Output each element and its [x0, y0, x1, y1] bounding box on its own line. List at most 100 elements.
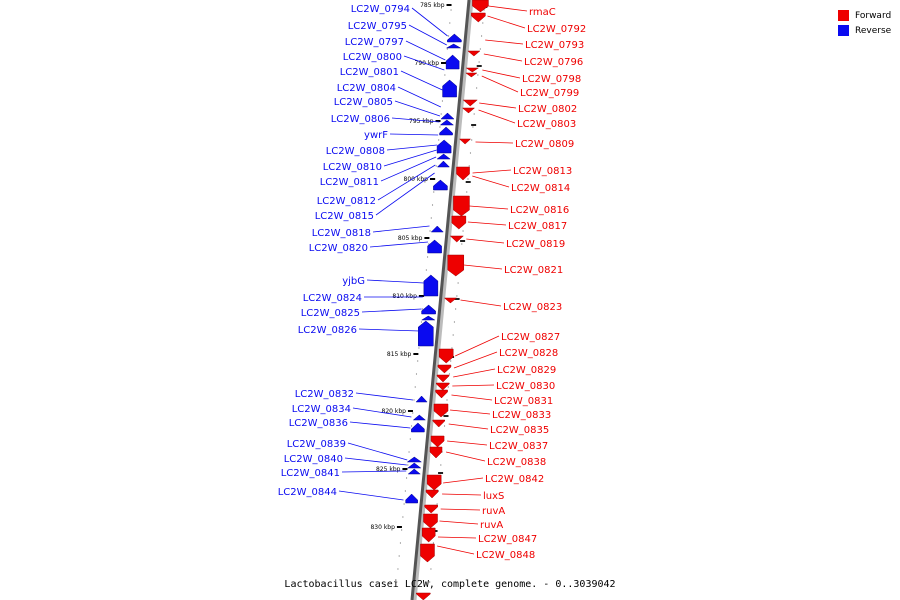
reverse-gene[interactable] [407, 462, 422, 469]
forward-gene-label[interactable]: LC2W_0817 [508, 221, 567, 232]
forward-gene[interactable] [436, 382, 450, 391]
forward-gene-label[interactable]: LC2W_0835 [490, 425, 549, 436]
reverse-gene-label[interactable]: LC2W_0800 [343, 52, 402, 63]
reverse-gene-label[interactable]: LC2W_0832 [295, 389, 354, 400]
forward-gene[interactable] [451, 215, 467, 230]
reverse-gene-label[interactable]: LC2W_0808 [326, 146, 385, 157]
forward-gene[interactable] [465, 67, 480, 73]
forward-gene-label[interactable]: LC2W_0829 [497, 365, 556, 376]
reverse-gene-label[interactable]: LC2W_0797 [345, 37, 404, 48]
forward-gene-label[interactable]: LC2W_0814 [511, 183, 570, 194]
forward-gene-label[interactable]: LC2W_0809 [515, 139, 574, 150]
reverse-gene[interactable] [445, 43, 462, 49]
forward-gene-label[interactable]: LC2W_0803 [517, 119, 576, 130]
forward-gene[interactable] [416, 592, 431, 600]
reverse-gene[interactable] [427, 239, 442, 254]
forward-gene-label[interactable]: luxS [483, 491, 504, 502]
forward-gene[interactable] [421, 527, 436, 543]
reverse-gene[interactable] [436, 139, 452, 154]
forward-gene[interactable] [458, 138, 472, 145]
reverse-gene-label[interactable]: LC2W_0820 [309, 243, 368, 254]
reverse-gene[interactable] [420, 315, 436, 321]
forward-gene[interactable] [432, 419, 446, 428]
reverse-gene-label[interactable]: LC2W_0795 [348, 21, 407, 32]
reverse-gene-label[interactable]: LC2W_0826 [298, 325, 357, 336]
reverse-gene-label[interactable]: LC2W_0794 [351, 4, 410, 15]
forward-gene-label[interactable]: LC2W_0799 [520, 88, 579, 99]
forward-gene[interactable] [449, 235, 464, 243]
forward-gene[interactable] [472, 0, 489, 13]
forward-gene[interactable] [429, 446, 443, 459]
forward-gene-label[interactable]: ruvA [480, 520, 503, 531]
forward-gene[interactable] [471, 12, 486, 23]
forward-gene-label[interactable]: LC2W_0821 [504, 265, 563, 276]
reverse-gene[interactable] [436, 160, 451, 168]
reverse-gene-label[interactable]: LC2W_0834 [292, 404, 351, 415]
forward-gene[interactable] [423, 513, 438, 529]
reverse-gene-label[interactable]: LC2W_0810 [323, 162, 382, 173]
forward-gene-label[interactable]: LC2W_0828 [499, 348, 558, 359]
forward-gene[interactable] [461, 107, 476, 114]
forward-gene[interactable] [465, 72, 478, 78]
reverse-gene-label[interactable]: LC2W_0841 [281, 468, 340, 479]
reverse-gene[interactable] [440, 112, 455, 120]
forward-gene-label[interactable]: LC2W_0813 [513, 166, 572, 177]
reverse-gene-label[interactable]: ywrF [364, 130, 388, 141]
reverse-gene-label[interactable]: LC2W_0818 [312, 228, 371, 239]
reverse-gene-label[interactable]: LC2W_0839 [287, 439, 346, 450]
reverse-gene-label[interactable]: LC2W_0805 [334, 97, 393, 108]
reverse-gene-label[interactable]: LC2W_0840 [284, 454, 343, 465]
reverse-gene-label[interactable]: LC2W_0825 [301, 308, 360, 319]
reverse-gene[interactable] [439, 119, 455, 126]
forward-gene-label[interactable]: LC2W_0816 [510, 205, 569, 216]
forward-gene-label[interactable]: LC2W_0830 [496, 381, 555, 392]
forward-gene-label[interactable]: LC2W_0831 [494, 396, 553, 407]
forward-gene[interactable] [435, 389, 448, 399]
forward-gene[interactable] [462, 99, 478, 107]
reverse-gene-label[interactable]: LC2W_0812 [317, 196, 376, 207]
reverse-gene[interactable] [405, 493, 418, 504]
reverse-gene-label[interactable]: LC2W_0811 [320, 177, 379, 188]
forward-gene-label[interactable]: LC2W_0837 [489, 441, 548, 452]
forward-gene-label[interactable]: LC2W_0796 [524, 57, 583, 68]
reverse-gene-label[interactable]: LC2W_0806 [331, 114, 390, 125]
forward-gene-label[interactable]: LC2W_0838 [487, 457, 546, 468]
reverse-gene-label[interactable]: LC2W_0815 [315, 211, 374, 222]
reverse-gene[interactable] [418, 320, 434, 347]
reverse-gene[interactable] [433, 179, 448, 191]
forward-gene-label[interactable]: LC2W_0847 [478, 534, 537, 545]
reverse-gene[interactable] [407, 468, 421, 475]
reverse-gene[interactable] [421, 304, 436, 315]
forward-gene[interactable] [436, 374, 450, 383]
reverse-gene[interactable] [436, 153, 451, 160]
forward-gene[interactable] [433, 403, 449, 418]
forward-gene-label[interactable]: LC2W_0792 [527, 24, 586, 35]
forward-gene-label[interactable]: LC2W_0848 [476, 550, 535, 561]
reverse-gene[interactable] [412, 414, 427, 421]
forward-gene[interactable] [437, 364, 452, 374]
forward-gene[interactable] [467, 50, 481, 57]
forward-gene[interactable] [425, 489, 439, 499]
forward-gene[interactable] [420, 543, 435, 563]
forward-gene-label[interactable]: LC2W_0823 [503, 302, 562, 313]
forward-gene[interactable] [443, 297, 458, 304]
reverse-gene-label[interactable]: LC2W_0804 [337, 83, 396, 94]
forward-gene-label[interactable]: rmaC [529, 7, 556, 18]
reverse-gene[interactable] [447, 33, 462, 43]
forward-gene[interactable] [447, 254, 465, 277]
reverse-gene-label[interactable]: LC2W_0836 [289, 418, 348, 429]
forward-gene[interactable] [424, 504, 438, 514]
forward-gene-label[interactable]: LC2W_0827 [501, 332, 560, 343]
reverse-gene[interactable] [406, 456, 423, 463]
forward-gene-label[interactable]: ruvA [482, 506, 505, 517]
reverse-gene[interactable] [439, 126, 453, 136]
forward-gene[interactable] [438, 348, 454, 364]
forward-gene[interactable] [453, 195, 470, 217]
reverse-gene-label[interactable]: LC2W_0824 [303, 293, 362, 304]
reverse-gene-label[interactable]: LC2W_0844 [278, 487, 337, 498]
reverse-gene[interactable] [423, 274, 439, 297]
reverse-gene[interactable] [430, 225, 444, 233]
reverse-gene[interactable] [442, 79, 457, 98]
forward-gene-label[interactable]: LC2W_0842 [485, 474, 544, 485]
forward-gene[interactable] [430, 435, 445, 448]
